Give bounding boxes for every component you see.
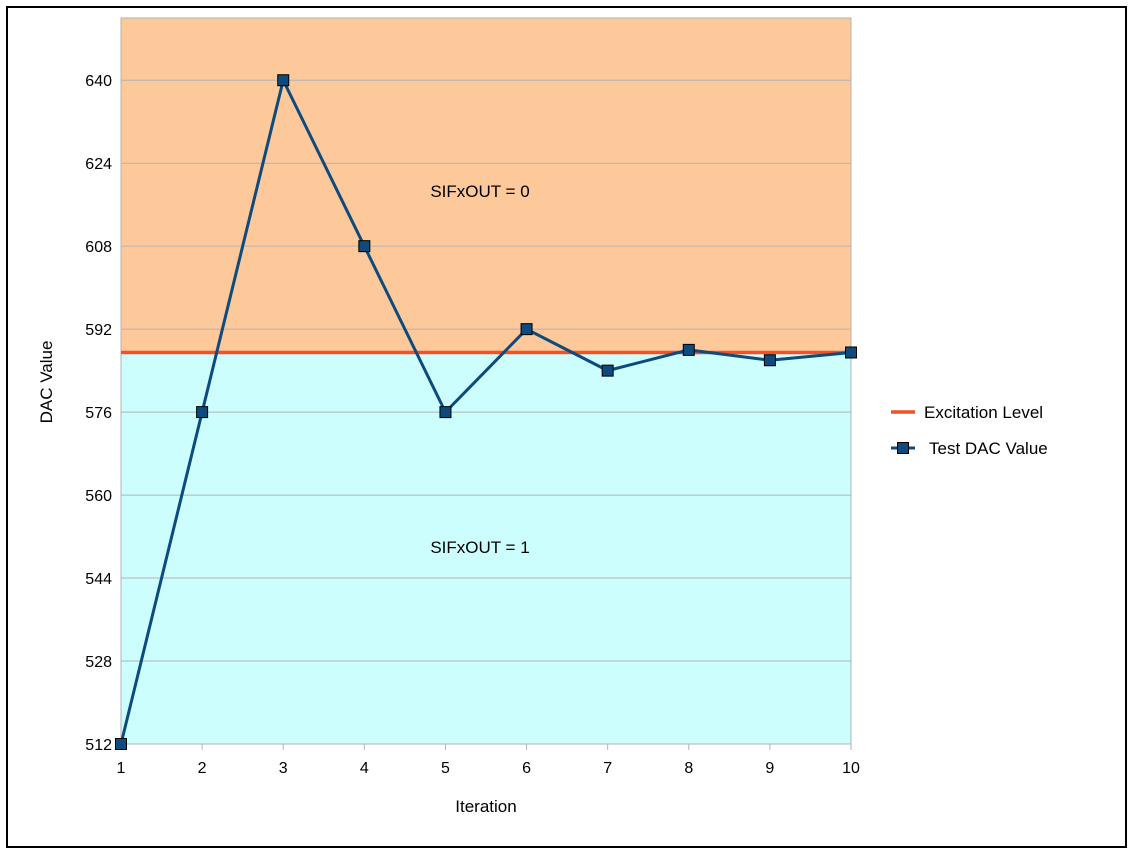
data-point-marker: [682, 343, 695, 356]
x-tick-label: 10: [842, 760, 860, 777]
y-tick-labels: 512 528 544 560 576 592 608 624 640: [85, 73, 112, 754]
legend: Excitation Level Test DAC Value: [891, 403, 1048, 458]
y-tick-label: 544: [85, 571, 112, 588]
y-tick-label: 560: [85, 488, 112, 505]
region-band: [121, 352, 851, 744]
y-tick-label: 608: [85, 239, 112, 256]
x-tick-label: 3: [279, 760, 288, 777]
region-layer: [121, 18, 851, 744]
series-layer: [115, 74, 857, 750]
y-axis-label: DAC Value: [37, 341, 56, 424]
y-tick-label: 592: [85, 322, 112, 339]
plot-area-border: [120, 17, 852, 745]
x-tick-label: 5: [441, 760, 450, 777]
x-tick-label: 4: [360, 760, 369, 777]
data-point-marker: [601, 364, 614, 377]
data-point-marker: [358, 240, 371, 253]
x-tick-label: 1: [117, 760, 126, 777]
region-label: SIFxOUT = 1: [430, 538, 529, 557]
y-tick-label: 576: [85, 405, 112, 422]
data-point-marker: [845, 346, 857, 359]
legend-label: Test DAC Value: [929, 439, 1048, 458]
region-label-layer: SIFxOUT = 0 SIFxOUT = 1: [430, 182, 529, 557]
data-point-marker: [277, 74, 290, 87]
y-tick-label: 528: [85, 654, 112, 671]
y-tick-label: 624: [85, 156, 112, 173]
legend-swatch-marker: [897, 442, 909, 454]
x-tick-label: 9: [765, 760, 774, 777]
x-axis-label: Iteration: [455, 797, 516, 816]
region-label: SIFxOUT = 0: [430, 182, 529, 201]
data-point-marker: [763, 354, 776, 367]
data-point-marker: [196, 406, 209, 419]
data-point-marker: [115, 738, 127, 750]
y-tick-label: 640: [85, 73, 112, 90]
x-tick-label: 8: [684, 760, 693, 777]
series-line-test-dac-value: [119, 78, 852, 745]
x-tick-label: 2: [198, 760, 207, 777]
x-tick-labels: 1 2 3 4 5 6 7 8 9 10: [117, 760, 860, 777]
region-band: [121, 18, 851, 353]
data-point-marker: [520, 323, 533, 336]
x-tick-label: 7: [603, 760, 612, 777]
data-point-marker: [439, 406, 452, 419]
x-tick-label: 6: [522, 760, 531, 777]
y-tick-label: 512: [85, 737, 112, 754]
legend-label: Excitation Level: [924, 403, 1043, 422]
